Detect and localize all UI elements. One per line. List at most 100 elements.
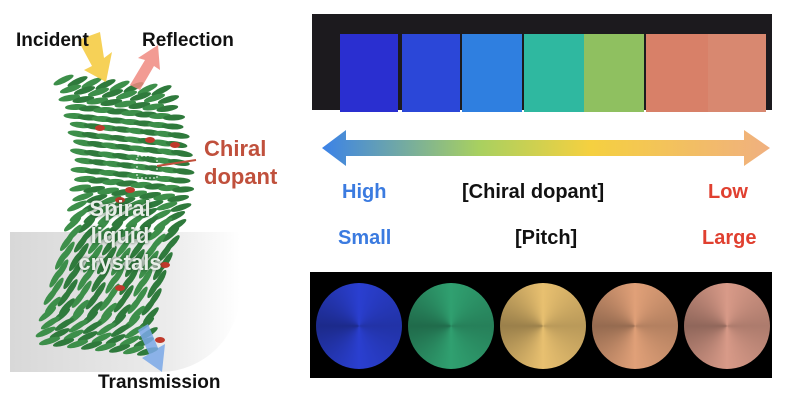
liquid-crystal-molecule [143,93,166,103]
liquid-crystal-molecule [59,84,82,94]
liquid-crystal-molecule [172,168,195,175]
liquid-crystal-molecule [43,287,58,305]
liquid-crystal-molecule [97,254,110,275]
liquid-crystal-molecule [49,268,62,288]
chiral-dopant-molecule [125,187,135,193]
chiral-dopant-molecule [145,137,155,143]
liquid-crystal-molecule [87,87,110,97]
liquid-crystal-molecule [129,92,152,101]
liquid-crystal-molecule [85,291,100,310]
large-label: Large [702,227,757,249]
dopant-highlight-box [136,155,158,179]
liquid-crystal-molecule [97,187,120,195]
liquid-crystal-molecule [87,236,103,254]
liquid-crystal-molecule [147,278,160,299]
liquid-crystal-molecule [141,297,156,316]
liquid-crystal-molecule [172,186,195,193]
liquid-crystal-molecule [69,184,92,192]
film-square [402,34,460,112]
spiral-lc-label: Spiral liquid crystals [70,195,170,276]
liquid-crystal-molecule [57,288,72,307]
liquid-crystal-molecule [81,77,102,89]
liquid-crystal-molecule [167,132,190,139]
liquid-crystal-molecule [133,224,152,239]
reflection-arrow [130,45,160,90]
chiral-dopant-label: Chiral dopant [204,135,277,191]
film-square [462,34,522,112]
liquid-crystal-molecule [59,233,75,251]
liquid-crystal-molecule [101,89,124,98]
film-squares-photo [312,14,772,112]
liquid-crystal-molecule [69,251,82,272]
liquid-crystal-molecule [77,271,90,291]
liquid-crystal-molecule [49,328,70,339]
liquid-crystal-molecule [125,214,145,228]
liquid-crystal-molecule [91,332,112,344]
liquid-crystal-molecule [122,345,145,355]
liquid-crystal-molecule [153,217,173,231]
liquid-crystal-molecule [73,86,96,95]
low-label: Low [708,181,748,203]
chiral-dopant-line1: Chiral [204,136,267,161]
incident-arrow [78,32,112,82]
liquid-crystal-molecule [171,149,193,158]
film-circle [500,283,586,369]
liquid-crystal-molecule [63,216,82,232]
liquid-crystal-molecule [38,306,57,322]
liquid-crystal-molecule [82,321,102,334]
small-label: Small [338,227,392,249]
liquid-crystal-molecule [133,277,146,297]
film-circle [408,283,494,369]
pitch-axis-label: [Pitch] [515,227,578,249]
liquid-crystal-molecule [119,335,140,347]
transmission-label: Transmission [98,372,221,393]
spiral-liquid-crystal-column [35,32,197,372]
liquid-crystal-molecule [40,316,60,330]
film-square [524,34,584,112]
film-square [646,34,708,112]
liquid-crystal-molecule [83,185,106,194]
gradient-double-arrow [322,130,770,166]
liquid-crystal-molecule [124,325,144,339]
liquid-crystal-molecule [157,95,180,104]
liquid-crystal-molecule [69,208,89,222]
liquid-crystal-molecule [77,218,96,233]
film-square [708,34,766,112]
liquid-crystal-molecule [111,212,131,227]
liquid-crystal-molecule [55,250,68,270]
liquid-crystal-molecule [113,294,128,313]
chiral-dopant-molecule [160,262,170,268]
liquid-crystal-molecule [142,200,164,209]
liquid-crystal-molecule [115,239,131,257]
liquid-crystal-molecule [168,177,191,184]
liquid-crystal-molecule [161,123,184,130]
spiral-line2: liquid [90,223,150,248]
chiral-dopant-molecule [115,197,125,203]
liquid-crystal-molecule [115,90,138,100]
spiral-line1: Spiral [89,196,151,221]
liquid-crystal-molecule [99,293,114,311]
liquid-crystal-molecule [95,79,116,90]
liquid-crystal-molecule [52,338,75,347]
liquid-crystal-molecule [67,76,88,87]
liquid-crystal-molecule [80,341,103,350]
liquid-crystal-molecule [139,191,162,200]
liquid-crystal-molecule [86,194,108,203]
liquid-crystal-molecule [72,192,94,202]
liquid-crystal-molecule [157,243,173,262]
film-circle [592,283,678,369]
liquid-crystal-molecule [139,259,152,279]
reflection-label: Reflection [142,30,234,51]
film-circles-photo [310,272,772,378]
liquid-crystal-molecule [97,211,117,225]
liquid-crystal-molecule [161,227,180,242]
liquid-crystal-molecule [137,83,158,95]
film-circle [316,283,402,369]
liquid-crystal-molecule [143,242,159,260]
high-label: High [342,181,387,203]
liquid-crystal-molecule [127,296,142,314]
liquid-crystal-molecule [91,219,110,235]
liquid-crystal-molecule [119,222,138,238]
incident-label: Incident [16,30,89,51]
liquid-crystal-molecule [54,318,74,331]
